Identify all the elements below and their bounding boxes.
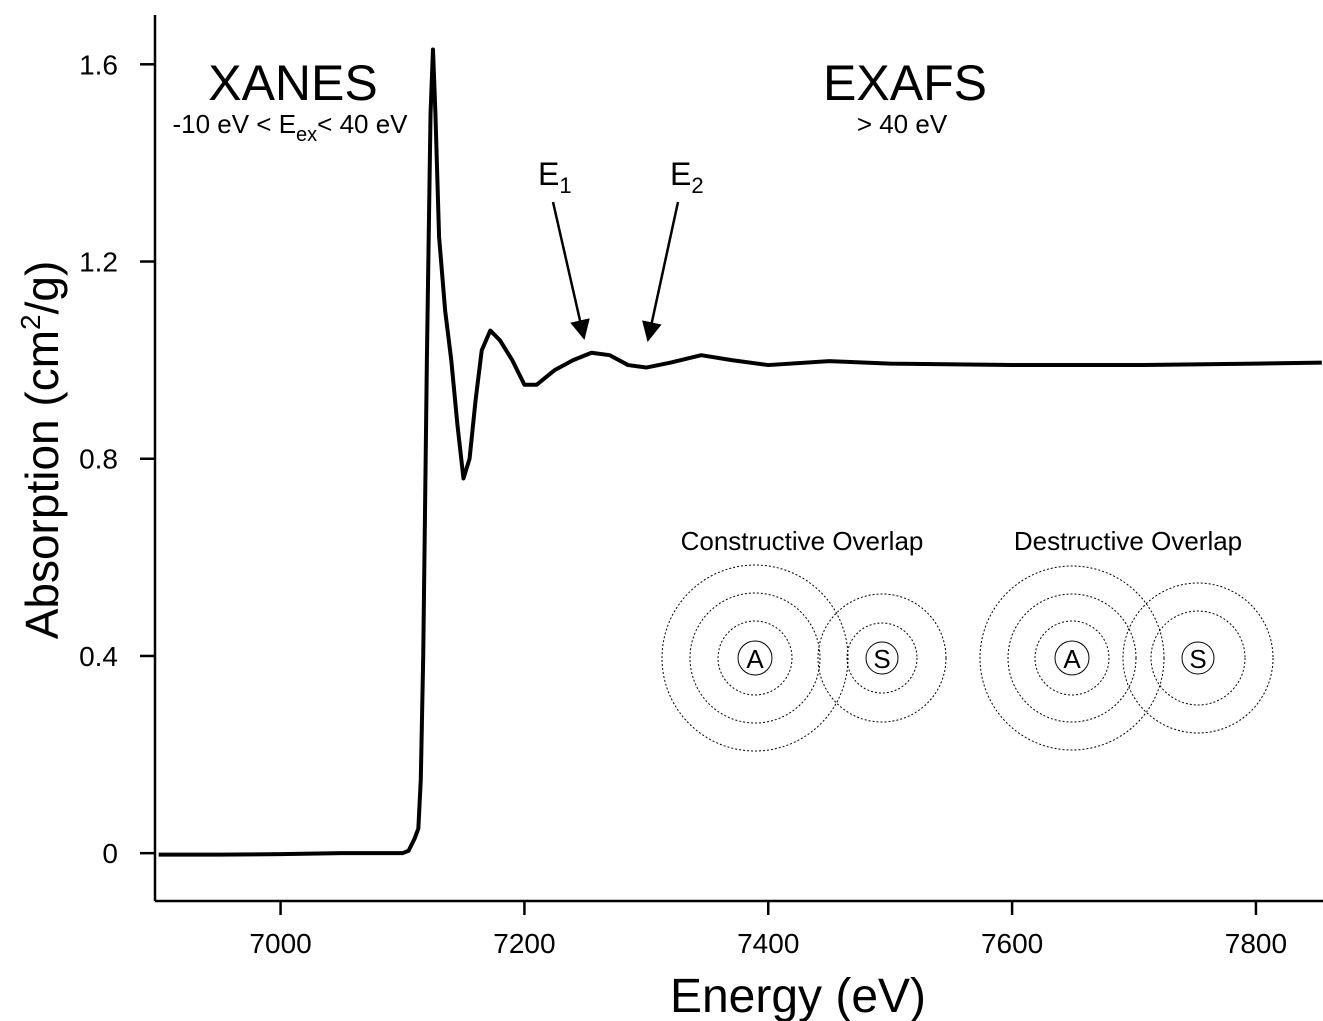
arrow	[642, 201, 680, 342]
y-axis-title-part: Absorption (cm	[16, 330, 68, 639]
atom	[737, 640, 773, 676]
x-tick-label: 7000	[249, 928, 311, 959]
y-tick-label: 1.2	[79, 247, 118, 278]
annotation: E1	[538, 156, 572, 198]
y-axis-title-sup: 2	[15, 314, 46, 330]
annotation: > 40 eV	[857, 109, 948, 139]
diagram-title: Constructive Overlap	[681, 526, 924, 556]
diagram-title: Destructive Overlap	[1014, 526, 1242, 556]
arrow	[551, 201, 590, 340]
annotation-part: < 40 eV	[317, 109, 408, 139]
atom-label: A	[746, 644, 764, 674]
atom-label: A	[1063, 644, 1081, 674]
y-tick-label: 1.6	[79, 49, 118, 80]
overlap-diagram: Destructive Overlap A S	[979, 526, 1274, 751]
annotation-part: E	[670, 156, 691, 192]
data-line	[158, 47, 1322, 857]
atom	[1181, 641, 1215, 675]
x-tick-label: 7200	[493, 928, 555, 959]
y-tick-label: 0.4	[79, 641, 118, 672]
x-tick-label: 7400	[737, 928, 799, 959]
atom	[1054, 640, 1090, 676]
wave-circle	[1122, 582, 1274, 734]
y-axis-title-part: /g)	[16, 261, 68, 315]
wave-circle	[1150, 610, 1246, 706]
annotation: E2	[670, 156, 704, 198]
x-tick-label: 7600	[981, 928, 1043, 959]
x-tick-label: 7800	[1225, 928, 1287, 959]
wave-circle	[689, 592, 821, 724]
atom-label: S	[873, 644, 890, 674]
y-tick-label: 0.8	[79, 444, 118, 475]
annotation: -10 eV < Eex< 40 eV	[172, 109, 408, 146]
annotation-sub: 2	[691, 173, 703, 198]
wave-circle	[846, 622, 918, 694]
x-axis-title: Energy (eV)	[670, 970, 926, 1021]
wave-circle	[1007, 593, 1137, 723]
overlap-diagram: Constructive Overlap A S	[661, 526, 947, 752]
annotation: XANES	[208, 55, 378, 111]
annotation: EXAFS	[823, 55, 987, 111]
y-axis-title: Absorption (cm2/g)	[15, 261, 68, 640]
annotation-sub: 1	[559, 173, 571, 198]
y-tick-label: 0	[102, 838, 118, 869]
wave-circle	[1034, 620, 1110, 696]
annotation-sub: ex	[296, 124, 317, 146]
wave-circle	[661, 564, 849, 752]
annotation-part: -10 eV < E	[172, 109, 296, 139]
atom-label: S	[1189, 644, 1206, 674]
annotation-part: E	[538, 156, 559, 192]
wave-circle	[817, 593, 947, 723]
wave-circle	[979, 565, 1165, 751]
wave-circle	[717, 620, 793, 696]
atom	[865, 641, 899, 675]
